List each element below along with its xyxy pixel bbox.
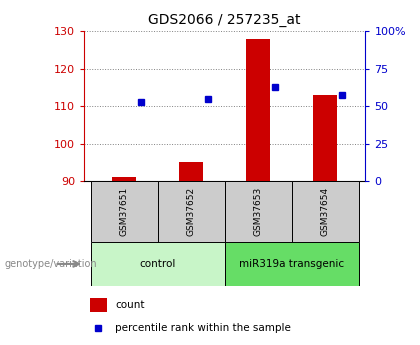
Bar	[89, 298, 107, 312]
Bar	[91, 181, 158, 241]
Text: GSM37652: GSM37652	[187, 187, 196, 236]
Text: GSM37654: GSM37654	[321, 187, 330, 236]
Bar	[113, 177, 136, 181]
Bar	[292, 181, 359, 241]
Bar	[158, 181, 225, 241]
Bar	[179, 162, 203, 181]
Text: GSM37653: GSM37653	[254, 187, 262, 236]
Text: genotype/variation: genotype/variation	[4, 259, 97, 269]
Bar	[91, 241, 225, 286]
Text: GSM37651: GSM37651	[120, 187, 129, 236]
Bar	[225, 181, 292, 241]
Text: miR319a transgenic: miR319a transgenic	[239, 259, 344, 269]
Title: GDS2066 / 257235_at: GDS2066 / 257235_at	[148, 13, 301, 27]
Text: control: control	[139, 259, 176, 269]
Bar	[225, 241, 359, 286]
Bar	[247, 39, 270, 181]
Bar	[313, 95, 337, 181]
Text: percentile rank within the sample: percentile rank within the sample	[115, 323, 291, 333]
Text: count: count	[115, 300, 144, 310]
